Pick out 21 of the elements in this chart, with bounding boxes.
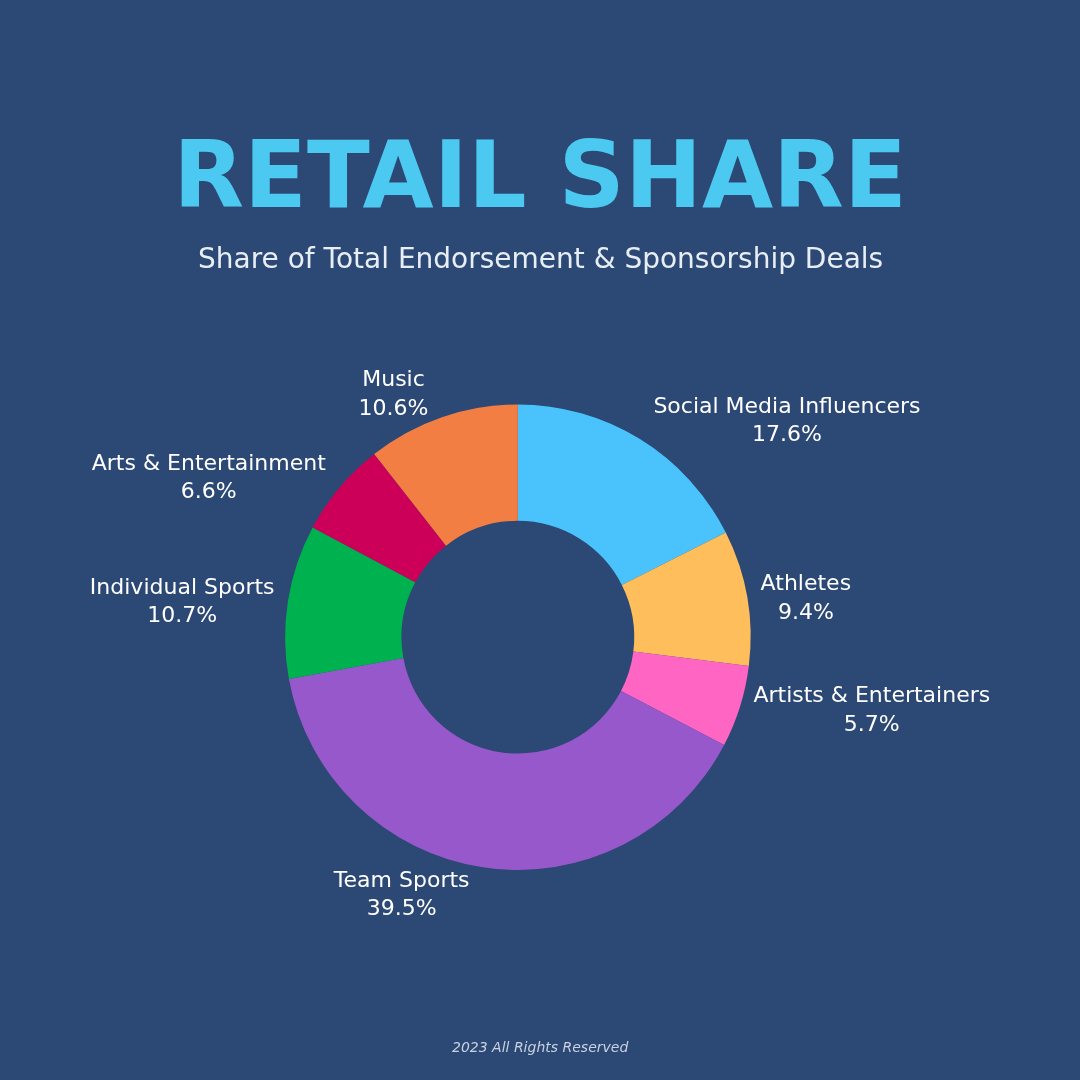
donut-slice	[621, 532, 751, 666]
data-label: 6.6%	[180, 478, 237, 504]
slice-label: Team Sports	[332, 866, 470, 892]
slice-label: Social Media Influencers	[653, 392, 921, 418]
text: 2023 All Rights Reserved	[452, 1039, 629, 1055]
chart-subtitle: Share of Total Endorsement & Sponsorship Deals	[198, 242, 884, 275]
donut-slice	[620, 651, 749, 746]
donut-slice	[288, 658, 725, 870]
slice-label: Athletes	[760, 570, 852, 596]
slice-label: Music	[362, 366, 425, 392]
donut-slice	[285, 527, 416, 679]
slice-label: Individual Sports	[89, 573, 275, 599]
data-label: 39.5%	[366, 895, 437, 921]
slice-label: Artists & Entertainers	[753, 682, 991, 708]
data-label: 10.6%	[358, 395, 429, 421]
data-label: 10.7%	[147, 602, 218, 628]
slice-label: Arts & Entertainment	[91, 449, 327, 475]
data-label: 17.6%	[752, 421, 822, 447]
data-label: 5.7%	[843, 710, 900, 736]
chart-title: RETAIL SHARE	[173, 122, 907, 230]
data-label: 9.4%	[777, 598, 834, 624]
